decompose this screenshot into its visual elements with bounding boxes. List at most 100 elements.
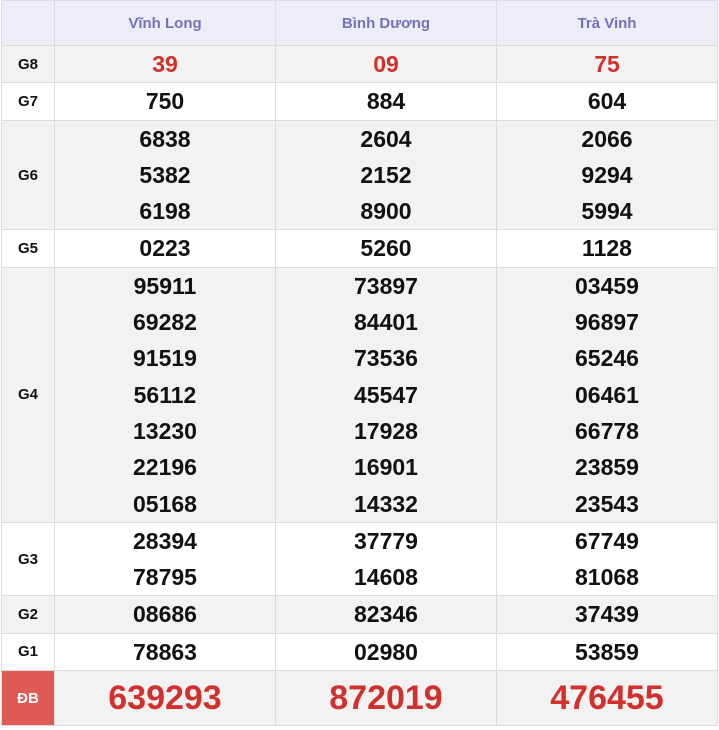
prize-number: 67749 xyxy=(575,527,639,554)
prize-cell: 75 xyxy=(496,44,718,84)
prize-number: 65246 xyxy=(575,345,639,372)
prize-number: 0223 xyxy=(139,235,191,262)
prize-number: 5994 xyxy=(581,198,633,225)
prize-cell: 37779 14608 xyxy=(275,521,497,597)
prize-number: 78863 xyxy=(133,638,197,665)
prize-label: G4 xyxy=(1,266,55,523)
prize-cell: 5260 xyxy=(275,229,497,268)
prize-number: 84401 xyxy=(354,309,418,336)
prize-row-6: G2 08686 82346 37439 xyxy=(1,595,718,634)
prize-number: 6838 xyxy=(139,125,191,152)
prize-cell: 6838 5382 6198 xyxy=(54,119,276,231)
prize-label: ĐB xyxy=(1,670,55,727)
prize-number: 9294 xyxy=(581,161,633,188)
prize-cell: 73897 84401 73536 45547 17928 16901 14332 xyxy=(275,266,497,523)
prize-number: 78795 xyxy=(133,564,197,591)
prize-number: 37439 xyxy=(575,601,639,628)
prize-number: 14332 xyxy=(354,490,418,517)
prize-number: 96897 xyxy=(575,309,639,336)
prize-row-1: G7 750 884 604 xyxy=(1,82,718,121)
prize-number: 66778 xyxy=(575,417,639,444)
prize-row-4: G4 95911 69282 91519 56112 13230 22196 05168 738… xyxy=(1,266,718,523)
prize-number: 08686 xyxy=(133,601,197,628)
prize-number: 81068 xyxy=(575,564,639,591)
prize-number: 14608 xyxy=(354,564,418,591)
prize-row-5: G3 28394 78795 37779 14608 67749 81068 xyxy=(1,521,718,597)
prize-number: 750 xyxy=(145,88,185,115)
prize-number: 69282 xyxy=(133,309,197,336)
prize-number: 5382 xyxy=(139,161,191,188)
prize-cell: 476455 xyxy=(496,670,718,727)
prize-number: 53859 xyxy=(575,638,639,665)
prize-row-8: ĐB 639293 872019 476455 xyxy=(1,670,718,727)
prize-number: 73536 xyxy=(354,345,418,372)
prize-cell: 78863 xyxy=(54,632,276,672)
column-header-vinh-long[interactable]: Vĩnh Long xyxy=(54,0,276,46)
prize-number: 39 xyxy=(152,51,178,77)
prize-cell: 0223 xyxy=(54,229,276,268)
prize-number: 23543 xyxy=(575,490,639,517)
prize-number: 2604 xyxy=(360,125,412,152)
prize-cell: 39 xyxy=(54,44,276,84)
prize-cell: 872019 xyxy=(275,670,497,727)
prize-cell: 95911 69282 91519 56112 13230 22196 05168 xyxy=(54,266,276,523)
prize-cell: 2066 9294 5994 xyxy=(496,119,718,231)
prize-number: 09 xyxy=(373,51,399,77)
prize-number: 05168 xyxy=(133,490,197,517)
prize-cell: 02980 xyxy=(275,632,497,672)
prize-number: 22196 xyxy=(133,454,197,481)
prize-label: G7 xyxy=(1,82,55,121)
prize-row-7: G1 78863 02980 53859 xyxy=(1,632,718,672)
prize-label: G3 xyxy=(1,521,55,597)
prize-row-0: G8 39 09 75 xyxy=(1,44,718,84)
prize-cell: 53859 xyxy=(496,632,718,672)
prize-label: G1 xyxy=(1,632,55,672)
prize-number: 1128 xyxy=(582,235,632,262)
prize-number: 91519 xyxy=(133,345,197,372)
prize-number: 37779 xyxy=(354,527,418,554)
prize-number: 56112 xyxy=(133,381,197,408)
prize-number: 476455 xyxy=(550,679,664,718)
prize-cell: 750 xyxy=(54,82,276,121)
prize-label: G5 xyxy=(1,229,55,268)
prize-number: 28394 xyxy=(133,527,197,554)
header-corner xyxy=(1,0,55,46)
prize-number: 95911 xyxy=(133,272,197,299)
prize-label: G8 xyxy=(1,44,55,84)
prize-number: 17928 xyxy=(354,417,418,444)
prize-number: 82346 xyxy=(354,601,418,628)
prize-number: 16901 xyxy=(354,454,418,481)
column-header-binh-duong[interactable]: Bình Dương xyxy=(275,0,497,46)
prize-number: 06461 xyxy=(575,381,639,408)
prize-number: 45547 xyxy=(354,381,418,408)
prize-number: 03459 xyxy=(575,272,639,299)
prize-number: 5260 xyxy=(360,235,412,262)
prize-cell: 604 xyxy=(496,82,718,121)
prize-cell: 1128 xyxy=(496,229,718,268)
column-header-tra-vinh[interactable]: Trà Vinh xyxy=(496,0,718,46)
prize-label: G6 xyxy=(1,119,55,231)
prize-number: 2066 xyxy=(581,125,633,152)
prize-number: 23859 xyxy=(575,454,639,481)
prize-cell: 2604 2152 8900 xyxy=(275,119,497,231)
prize-label: G2 xyxy=(1,595,55,634)
prize-cell: 08686 xyxy=(54,595,276,634)
prize-row-2: G6 6838 5382 6198 2604 2152 8900 2066 9294 5994 xyxy=(1,119,718,231)
prize-row-3: G5 0223 5260 1128 xyxy=(1,229,718,268)
prize-cell: 82346 xyxy=(275,595,497,634)
prize-cell: 67749 81068 xyxy=(496,521,718,597)
prize-cell: 09 xyxy=(275,44,497,84)
header-row: Vĩnh Long Bình Dương Trà Vinh xyxy=(1,0,718,46)
prize-number: 8900 xyxy=(360,198,412,225)
prize-cell: 639293 xyxy=(54,670,276,727)
prize-number: 872019 xyxy=(329,679,443,718)
prize-number: 6198 xyxy=(139,198,191,225)
prize-number: 02980 xyxy=(354,638,418,665)
prize-number: 13230 xyxy=(133,417,197,444)
prize-number: 639293 xyxy=(108,679,222,718)
prize-number: 75 xyxy=(594,51,620,77)
prize-number: 884 xyxy=(366,88,406,115)
prize-cell: 37439 xyxy=(496,595,718,634)
prize-cell: 03459 96897 65246 06461 66778 23859 23543 xyxy=(496,266,718,523)
